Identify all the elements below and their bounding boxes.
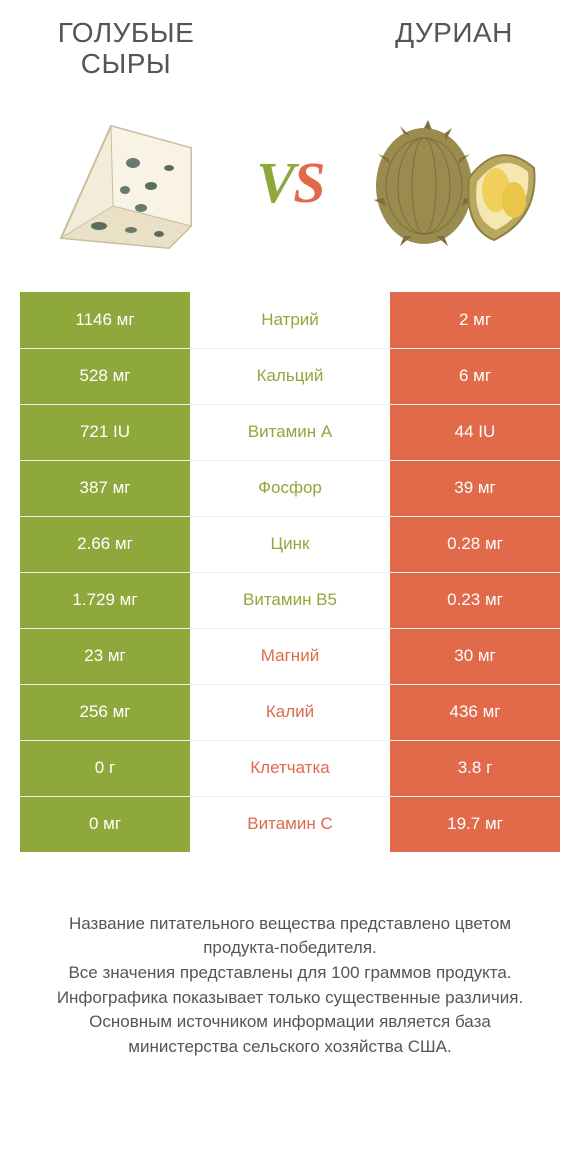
infographic-container: ГОЛУБЫЕ СЫРЫ ДУРИАН VS bbox=[0, 0, 580, 1174]
footer-line-2: Все значения представлены для 100 граммо… bbox=[38, 961, 542, 986]
left-value: 1146 мг bbox=[20, 292, 190, 348]
table-row: 721 IUВитамин A44 IU bbox=[20, 404, 560, 460]
table-row: 0 гКлетчатка3.8 г bbox=[20, 740, 560, 796]
nutrient-label: Клетчатка bbox=[190, 741, 390, 796]
table-row: 1146 мгНатрий2 мг bbox=[20, 292, 560, 348]
left-product-title: ГОЛУБЫЕ СЫРЫ bbox=[26, 18, 226, 80]
left-value: 721 IU bbox=[20, 405, 190, 460]
right-value: 0.23 мг bbox=[390, 573, 560, 628]
left-value: 528 мг bbox=[20, 349, 190, 404]
footer-line-4: Основным источником информации является … bbox=[38, 1010, 542, 1059]
nutrient-label: Цинк bbox=[190, 517, 390, 572]
right-value: 39 мг bbox=[390, 461, 560, 516]
comparison-table: 1146 мгНатрий2 мг528 мгКальций6 мг721 IU… bbox=[20, 292, 560, 852]
footer-line-1: Название питательного вещества представл… bbox=[38, 912, 542, 961]
right-product-image bbox=[354, 98, 554, 268]
right-value: 2 мг bbox=[390, 292, 560, 348]
nutrient-label: Калий bbox=[190, 685, 390, 740]
left-value: 0 мг bbox=[20, 797, 190, 852]
right-product-title: ДУРИАН bbox=[354, 18, 554, 49]
vs-v-letter: V bbox=[257, 150, 294, 215]
vs-s-letter: S bbox=[293, 150, 323, 215]
table-row: 1.729 мгВитамин B50.23 мг bbox=[20, 572, 560, 628]
footer-notes: Название питательного вещества представл… bbox=[20, 852, 560, 1060]
table-row: 528 мгКальций6 мг bbox=[20, 348, 560, 404]
left-value: 2.66 мг bbox=[20, 517, 190, 572]
durian-icon bbox=[364, 108, 544, 258]
vs-label: VS bbox=[257, 149, 324, 216]
right-value: 6 мг bbox=[390, 349, 560, 404]
left-value: 387 мг bbox=[20, 461, 190, 516]
left-product-image bbox=[26, 98, 226, 268]
left-value: 0 г bbox=[20, 741, 190, 796]
table-row: 256 мгКалий436 мг bbox=[20, 684, 560, 740]
right-value: 436 мг bbox=[390, 685, 560, 740]
blue-cheese-icon bbox=[41, 108, 211, 258]
product-images-row: VS bbox=[20, 80, 560, 292]
right-value: 0.28 мг bbox=[390, 517, 560, 572]
table-row: 387 мгФосфор39 мг bbox=[20, 460, 560, 516]
nutrient-label: Магний bbox=[190, 629, 390, 684]
nutrient-label: Кальций bbox=[190, 349, 390, 404]
nutrient-label: Натрий bbox=[190, 292, 390, 348]
left-value: 1.729 мг bbox=[20, 573, 190, 628]
left-value: 256 мг bbox=[20, 685, 190, 740]
nutrient-label: Витамин B5 bbox=[190, 573, 390, 628]
table-row: 0 мгВитамин C19.7 мг bbox=[20, 796, 560, 852]
nutrient-label: Витамин A bbox=[190, 405, 390, 460]
right-value: 30 мг bbox=[390, 629, 560, 684]
header: ГОЛУБЫЕ СЫРЫ ДУРИАН bbox=[20, 18, 560, 80]
nutrient-label: Фосфор bbox=[190, 461, 390, 516]
footer-line-3: Инфографика показывает только существенн… bbox=[38, 986, 542, 1011]
right-value: 44 IU bbox=[390, 405, 560, 460]
right-value: 19.7 мг bbox=[390, 797, 560, 852]
right-value: 3.8 г bbox=[390, 741, 560, 796]
nutrient-label: Витамин C bbox=[190, 797, 390, 852]
left-value: 23 мг bbox=[20, 629, 190, 684]
table-row: 2.66 мгЦинк0.28 мг bbox=[20, 516, 560, 572]
table-row: 23 мгМагний30 мг bbox=[20, 628, 560, 684]
